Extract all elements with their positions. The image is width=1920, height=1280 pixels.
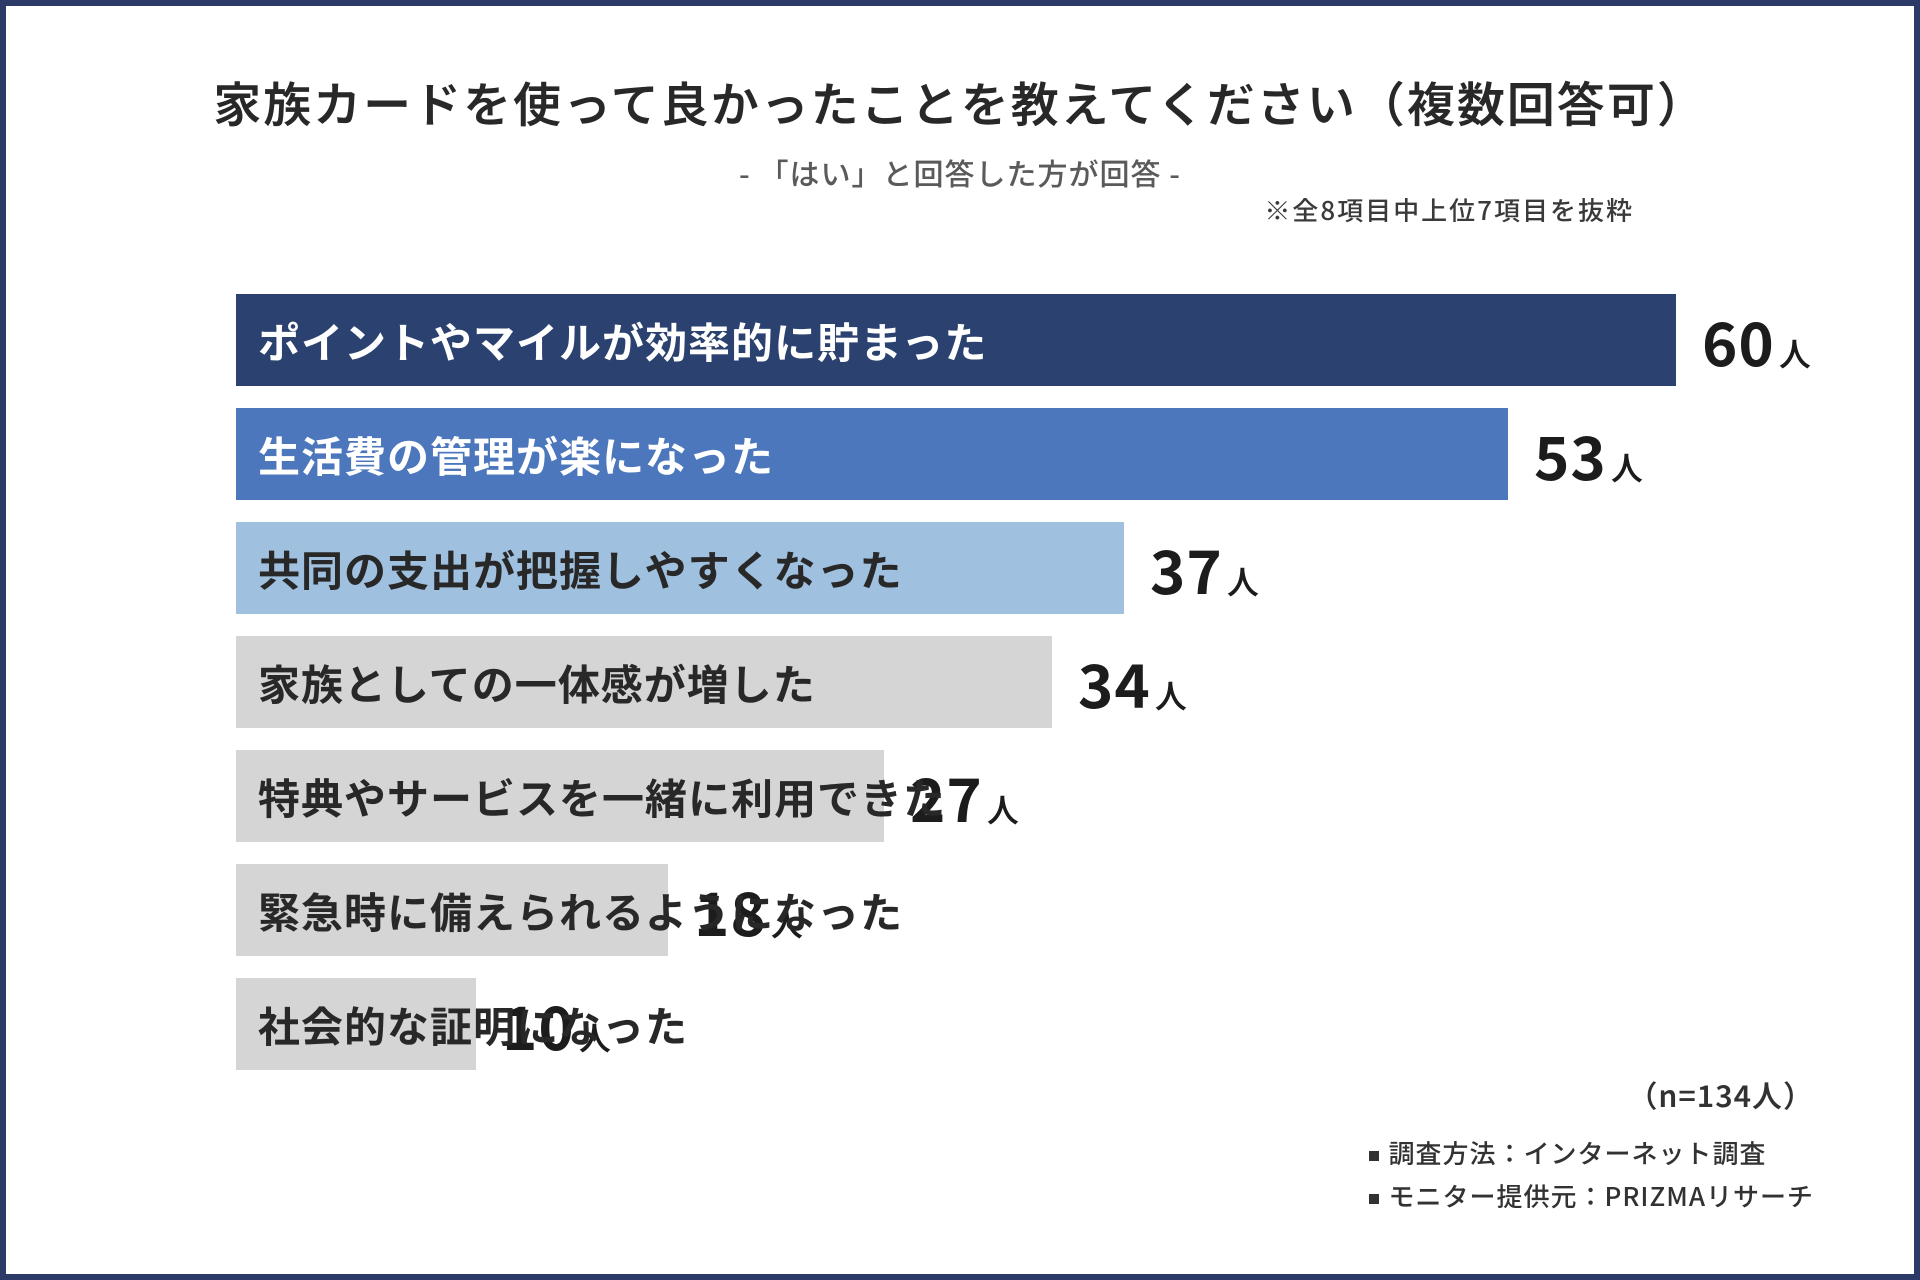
bar-value-number: 37 xyxy=(1150,525,1223,612)
chart-subtitle: - 「はい」と回答した方が回答 - xyxy=(76,150,1844,194)
bar-label: 共同の支出が把握しやすくなった xyxy=(258,538,903,599)
bar-value-unit: 人 xyxy=(987,786,1019,832)
bar-value-unit: 人 xyxy=(1227,558,1259,604)
bar-chart: ポイントやマイルが効率的に貯まった60人生活費の管理が楽になった53人共同の支出… xyxy=(236,294,1796,1070)
chart-title: 家族カードを使って良かったことを教えてください（複数回答可） xyxy=(76,66,1844,136)
footer-line: 調査方法：インターネット調査 xyxy=(1369,1134,1814,1171)
bar-row: 生活費の管理が楽になった 53人 xyxy=(236,408,1796,500)
bar-value-unit: 人 xyxy=(1155,672,1187,718)
bar: 社会的な証明になった xyxy=(236,978,476,1070)
bar-value-unit: 人 xyxy=(1611,444,1643,490)
bar-row: 共同の支出が把握しやすくなった 37人 xyxy=(236,522,1796,614)
bar-row: ポイントやマイルが効率的に貯まった60人 xyxy=(236,294,1796,386)
chart-frame: 家族カードを使って良かったことを教えてください（複数回答可） - 「はい」と回答… xyxy=(0,0,1920,1280)
bar: 生活費の管理が楽になった xyxy=(236,408,1508,500)
bar-row: 特典やサービスを一緒に利用できた27人 xyxy=(236,750,1796,842)
bar-value: 37人 xyxy=(1150,525,1259,612)
bar-label: 特典やサービスを一緒に利用できた xyxy=(258,766,946,827)
chart-footer: （n=134人） 調査方法：インターネット調査モニター提供元：PRIZMAリサー… xyxy=(1369,1072,1814,1214)
bullet-icon xyxy=(1369,1194,1379,1204)
bar-row: 緊急時に備えられるようになった18人 xyxy=(236,864,1796,956)
bar-label: 社会的な証明になった xyxy=(258,994,688,1055)
bar-label: 家族としての一体感が増した xyxy=(258,652,816,713)
bar-value-number: 53 xyxy=(1534,411,1607,498)
bar: 共同の支出が把握しやすくなった xyxy=(236,522,1124,614)
bar-value-number: 60 xyxy=(1702,297,1775,384)
bar-value-unit: 人 xyxy=(1779,330,1811,376)
bar: ポイントやマイルが効率的に貯まった xyxy=(236,294,1676,386)
title-block: 家族カードを使って良かったことを教えてください（複数回答可） - 「はい」と回答… xyxy=(76,66,1844,194)
sample-size: （n=134人） xyxy=(1369,1072,1814,1116)
top-note: ※全8項目中上位7項目を抜粋 xyxy=(1264,191,1634,228)
bar: 家族としての一体感が増した xyxy=(236,636,1052,728)
bullet-icon xyxy=(1369,1151,1379,1161)
bar: 特典やサービスを一緒に利用できた xyxy=(236,750,884,842)
bar-row: 家族としての一体感が増した 34人 xyxy=(236,636,1796,728)
bar: 緊急時に備えられるようになった xyxy=(236,864,668,956)
footer-line-text: 調査方法：インターネット調査 xyxy=(1389,1134,1767,1171)
bar-value: 34人 xyxy=(1078,639,1187,726)
bar-value-number: 34 xyxy=(1078,639,1151,726)
bar-label: ポイントやマイルが効率的に貯まった xyxy=(258,310,987,371)
bar-label: 生活費の管理が楽になった xyxy=(258,424,774,485)
bar-label: 緊急時に備えられるようになった xyxy=(258,880,903,941)
bar-value: 60人 xyxy=(1702,297,1811,384)
bar-value: 53人 xyxy=(1534,411,1643,498)
bar-row: 社会的な証明になった10人 xyxy=(236,978,1796,1070)
footer-line-text: モニター提供元：PRIZMAリサーチ xyxy=(1389,1177,1814,1214)
footer-line: モニター提供元：PRIZMAリサーチ xyxy=(1369,1177,1814,1214)
